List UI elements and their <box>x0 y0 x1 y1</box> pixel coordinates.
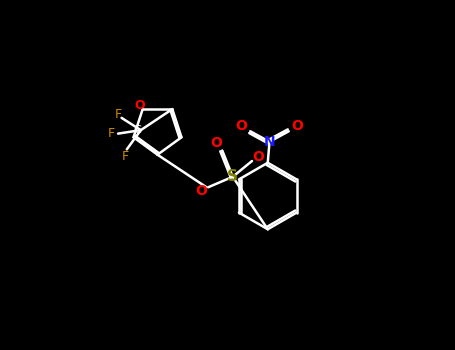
Text: O: O <box>134 99 145 112</box>
Text: O: O <box>253 150 264 164</box>
Text: O: O <box>292 119 303 133</box>
Text: F: F <box>107 127 115 140</box>
Text: O: O <box>236 119 248 133</box>
Text: O: O <box>195 184 207 198</box>
Text: F: F <box>115 108 121 121</box>
Text: C: C <box>133 125 141 135</box>
Text: S: S <box>227 169 238 184</box>
Text: O: O <box>210 136 222 150</box>
Text: F: F <box>121 150 129 163</box>
Text: N: N <box>264 135 275 149</box>
